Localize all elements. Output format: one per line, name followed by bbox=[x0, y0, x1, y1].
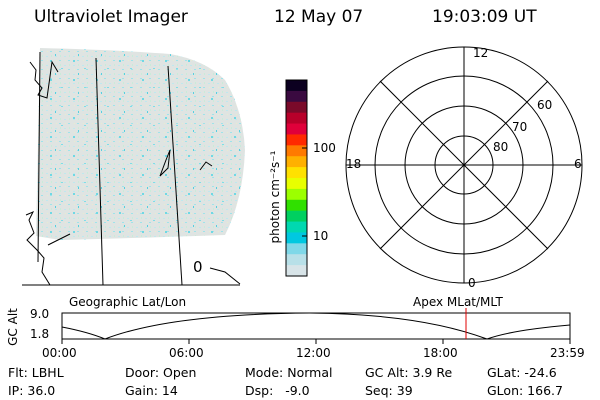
colorbar-segment bbox=[286, 112, 307, 125]
colorbar-segment bbox=[286, 243, 307, 255]
coastline-3 bbox=[47, 233, 71, 246]
longitude-line-3 bbox=[167, 65, 183, 286]
colorbar-segment bbox=[286, 123, 307, 136]
mlt-label-18: 18 bbox=[346, 157, 362, 171]
polar-mlat-mlt-plot bbox=[345, 46, 583, 284]
x-label-2359: 23:59 bbox=[550, 346, 585, 360]
mlt-label-6: 6 bbox=[574, 157, 582, 171]
colorbar-segment bbox=[286, 178, 307, 190]
coastline-4 bbox=[159, 149, 171, 177]
map-marker-0: 0 bbox=[193, 258, 203, 276]
polar-diagonal-2 bbox=[379, 80, 549, 250]
mlt-label-12: 12 bbox=[473, 46, 489, 60]
info-mode: Mode: Normal bbox=[245, 365, 333, 380]
colorbar-segment bbox=[286, 134, 307, 146]
colorbar-segment bbox=[286, 199, 307, 212]
colorbar-frame bbox=[285, 79, 308, 277]
colorbar-tick-100: 100 bbox=[313, 141, 336, 155]
colorbar-segment bbox=[286, 145, 307, 157]
x-label-1200: 12:00 bbox=[296, 346, 331, 360]
colorbar-segment bbox=[286, 101, 307, 114]
coastline-6 bbox=[209, 267, 241, 285]
colorbar-segment bbox=[286, 254, 307, 266]
gc-alt-curve bbox=[61, 312, 571, 340]
gc-alt-ylabel: GC Alt bbox=[6, 308, 20, 346]
gc-alt-plot-frame bbox=[61, 312, 571, 340]
longitude-line-1 bbox=[37, 51, 41, 263]
info-ip: IP: 36.0 bbox=[8, 383, 56, 398]
info-dsp: Dsp: -9.0 bbox=[245, 383, 310, 398]
y-tick-1-8: 1.8 bbox=[30, 327, 50, 341]
colorbar-segment bbox=[286, 167, 307, 179]
date-label: 12 May 07 bbox=[274, 7, 364, 27]
y-tick-9-0: 9.0 bbox=[30, 307, 50, 321]
colorbar-segment bbox=[286, 90, 307, 103]
colorbar-segment bbox=[286, 80, 307, 92]
colorbar-segment bbox=[286, 232, 307, 244]
x-label-0000: 00:00 bbox=[42, 346, 77, 360]
coastline-5 bbox=[199, 161, 213, 171]
geographic-label: Geographic Lat/Lon bbox=[69, 295, 187, 309]
lat-label-60: 60 bbox=[537, 98, 553, 112]
colorbar-segment bbox=[286, 265, 307, 277]
colorbar-segment bbox=[286, 221, 307, 234]
info-glon: GLon: 166.7 bbox=[487, 383, 563, 398]
lat-label-80: 80 bbox=[493, 140, 509, 154]
colorbar bbox=[285, 79, 308, 277]
time-label: 19:03:09 UT bbox=[432, 7, 537, 27]
gc-alt-plot bbox=[61, 308, 571, 344]
info-filter: Flt: LBHL bbox=[8, 365, 64, 380]
apex-label: Apex MLat/MLT bbox=[413, 295, 503, 309]
x-label-0600: 06:00 bbox=[169, 346, 204, 360]
coastline-2 bbox=[25, 211, 51, 286]
info-seq: Seq: 39 bbox=[365, 383, 413, 398]
colorbar-tick-10: 10 bbox=[313, 229, 329, 243]
geographic-map bbox=[22, 48, 245, 286]
mlt-label-0: 0 bbox=[468, 276, 476, 290]
longitude-line-2 bbox=[95, 57, 104, 286]
x-label-1800: 18:00 bbox=[423, 346, 458, 360]
instrument-title: Ultraviolet Imager bbox=[34, 7, 188, 27]
colorbar-segment bbox=[286, 188, 307, 201]
colorbar-segment bbox=[286, 210, 307, 223]
coastline-1 bbox=[29, 60, 59, 99]
colorbar-unit-label: photon cm⁻²s⁻¹ bbox=[268, 150, 282, 244]
colorbar-segment bbox=[286, 156, 307, 168]
info-glat: GLat: -24.6 bbox=[487, 365, 557, 380]
info-door: Door: Open bbox=[125, 365, 197, 380]
lat-label-70: 70 bbox=[512, 120, 528, 134]
info-gain: Gain: 14 bbox=[125, 383, 178, 398]
uvi-image-highlights bbox=[36, 48, 245, 240]
info-gc-alt: GC Alt: 3.9 Re bbox=[365, 365, 453, 380]
